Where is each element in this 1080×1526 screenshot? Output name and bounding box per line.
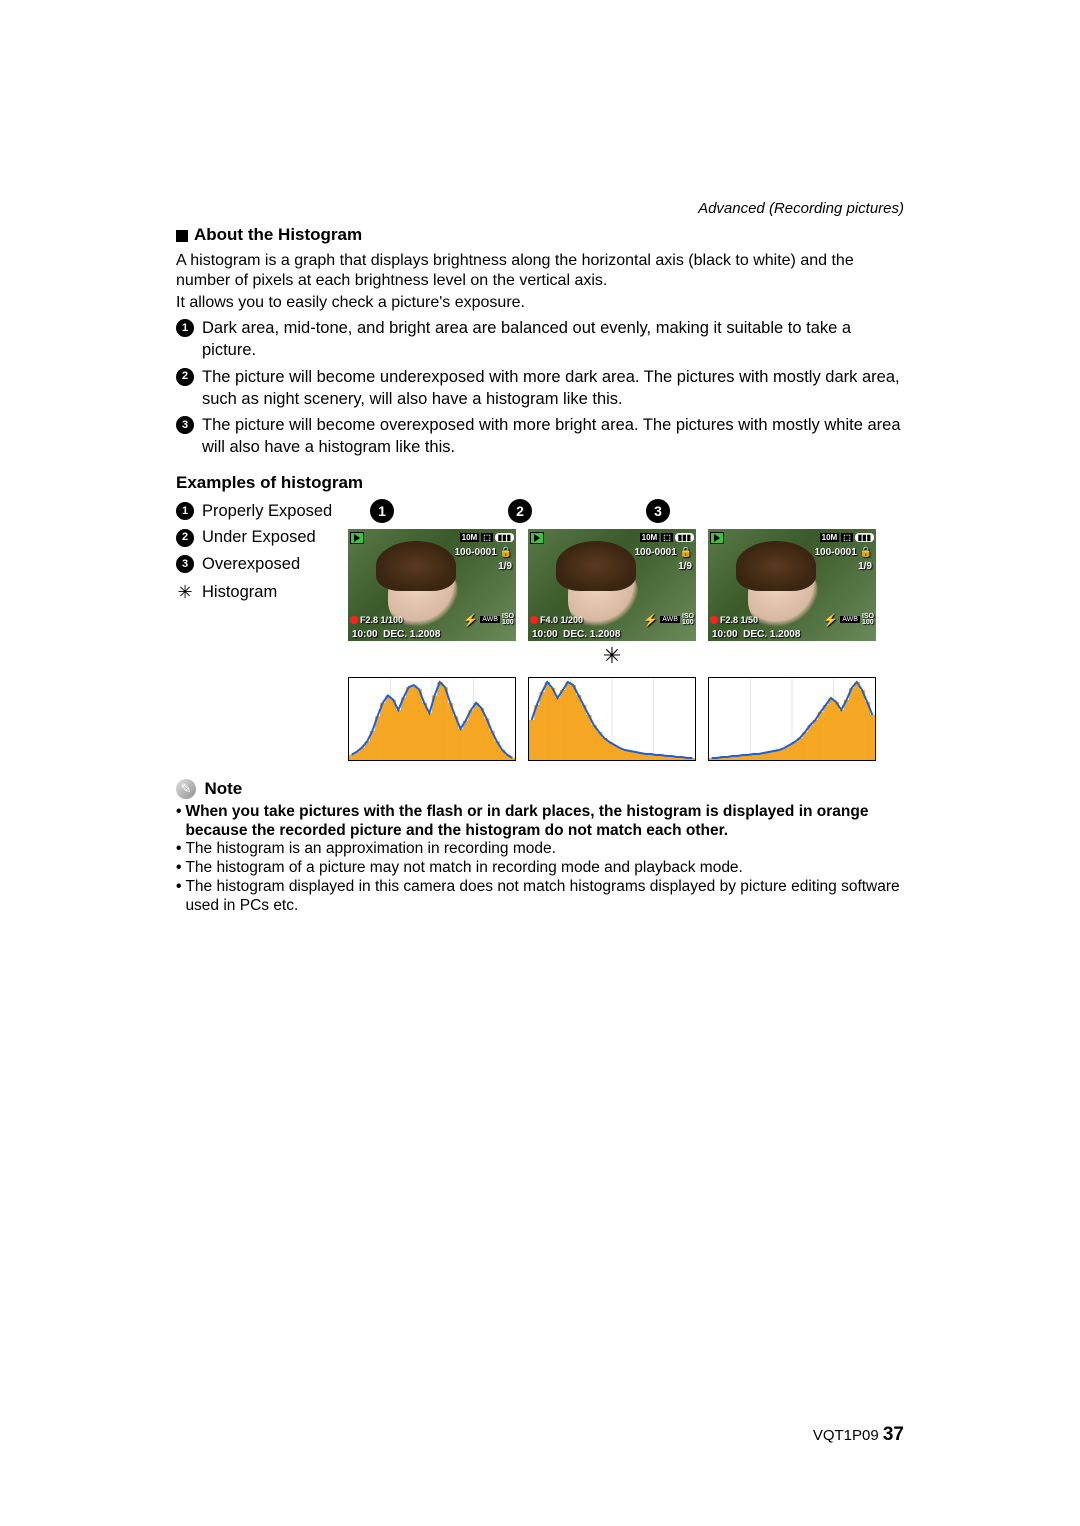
time-text: 10:00: [352, 629, 378, 640]
about-list: 1 Dark area, mid-tone, and bright area a…: [176, 317, 904, 459]
date-text: DEC. 1.2008: [563, 629, 620, 640]
file-number: 100-0001: [455, 547, 497, 558]
pencil-icon: ✎: [176, 779, 196, 799]
about-item-3-text: The picture will become overexposed with…: [202, 414, 904, 459]
about-item-1-text: Dark area, mid-tone, and bright area are…: [202, 317, 904, 362]
legend-star-text: Histogram: [202, 580, 277, 605]
legend-1-text: Properly Exposed: [202, 499, 332, 524]
play-icon: [530, 532, 544, 544]
examples-heading: Examples of histogram: [176, 473, 904, 493]
note-title: Note: [204, 779, 242, 798]
file-number: 100-0001: [815, 547, 857, 558]
fig-label-1: 1: [370, 499, 394, 523]
camera-shot-1: 10M⬚▮▮▮ 100-0001 🔒 1/9 F2.8 1/100 ⚡AWBISO100…: [348, 529, 516, 641]
legend-3-text: Overexposed: [202, 552, 300, 577]
format-badge: ⬚: [481, 533, 493, 542]
rec-dot-icon: [350, 616, 358, 624]
time-text: 10:00: [532, 629, 558, 640]
awb-badge: AWB: [840, 616, 860, 623]
battery-icon: ▮▮▮: [495, 533, 514, 542]
circle-2-icon: 2: [176, 529, 194, 547]
about-title: About the Histogram: [194, 225, 362, 244]
awb-badge: AWB: [660, 616, 680, 623]
circle-1-icon: 1: [176, 502, 194, 520]
flash-icon: ⚡: [823, 613, 838, 627]
iso-badge: ISO100: [862, 614, 874, 625]
file-number: 100-0001: [635, 547, 677, 558]
legend-2-text: Under Exposed: [202, 525, 316, 550]
note-block: ✎ Note When you take pictures with the f…: [176, 779, 904, 916]
lock-icon: 🔒: [500, 547, 512, 558]
frame-count: 1/9: [498, 561, 512, 572]
footer-code: VQT1P09: [813, 1427, 879, 1444]
battery-icon: ▮▮▮: [675, 533, 694, 542]
about-item-3: 3 The picture will become overexposed wi…: [176, 414, 904, 459]
legend-item-star: ✳ Histogram: [176, 579, 336, 606]
circle-2-icon: 2: [176, 368, 194, 386]
size-badge: 10M: [460, 533, 480, 542]
section-header: Advanced (Recording pictures): [176, 200, 904, 217]
frame-count: 1/9: [858, 561, 872, 572]
about-item-1: 1 Dark area, mid-tone, and bright area a…: [176, 317, 904, 362]
lock-icon: 🔒: [680, 547, 692, 558]
exposure-info: F2.8 1/50: [720, 615, 758, 625]
legend-item-1: 1 Properly Exposed: [176, 499, 336, 524]
flash-icon: ⚡: [463, 613, 478, 627]
time-text: 10:00: [712, 629, 738, 640]
format-badge: ⬚: [661, 533, 673, 542]
footer: VQT1P09 37: [813, 1424, 904, 1446]
date-text: DEC. 1.2008: [383, 629, 440, 640]
size-badge: 10M: [640, 533, 660, 542]
awb-badge: AWB: [480, 616, 500, 623]
note-item-3: The histogram displayed in this camera d…: [176, 878, 904, 916]
about-item-2-text: The picture will become underexposed wit…: [202, 366, 904, 411]
battery-icon: ▮▮▮: [855, 533, 874, 542]
about-p2: It allows you to easily check a picture'…: [176, 293, 904, 313]
circle-1-icon: 1: [176, 319, 194, 337]
rec-dot-icon: [530, 616, 538, 624]
about-p1: A histogram is a graph that displays bri…: [176, 251, 904, 291]
iso-badge: ISO100: [502, 614, 514, 625]
iso-badge: ISO100: [682, 614, 694, 625]
exposure-info: F2.8 1/100: [360, 615, 403, 625]
square-bullet-icon: [176, 230, 188, 242]
flash-icon: ⚡: [643, 613, 658, 627]
star-marker: ✳: [528, 643, 696, 669]
camera-shot-3: 10M⬚▮▮▮ 100-0001 🔒 1/9 F2.8 1/50 ⚡AWBISO100 1…: [708, 529, 876, 641]
histogram-under: [528, 677, 696, 761]
format-badge: ⬚: [841, 533, 853, 542]
play-icon: [710, 532, 724, 544]
fig-label-3: 3: [646, 499, 670, 523]
figures: 1 2 3 10M⬚▮▮▮100-0001 🔒1/9F2.8 1/100⚡AWB…: [348, 499, 904, 761]
fig-label-2: 2: [508, 499, 532, 523]
legend-item-3: 3 Overexposed: [176, 552, 336, 577]
camera-shot-2: 10M⬚▮▮▮ 100-0001 🔒 1/9 F4.0 1/200 ⚡AWBISO100…: [528, 529, 696, 641]
legend: 1 Properly Exposed 2 Under Exposed 3 Ove…: [176, 499, 336, 761]
histogram-over: [708, 677, 876, 761]
size-badge: 10M: [820, 533, 840, 542]
play-icon: [350, 532, 364, 544]
about-heading: About the Histogram: [176, 225, 904, 245]
note-bold: When you take pictures with the flash or…: [176, 803, 904, 841]
lock-icon: 🔒: [860, 547, 872, 558]
circle-3-icon: 3: [176, 416, 194, 434]
circle-3-icon: 3: [176, 555, 194, 573]
legend-item-2: 2 Under Exposed: [176, 525, 336, 550]
about-item-2: 2 The picture will become underexposed w…: [176, 366, 904, 411]
page-number: 37: [883, 1424, 904, 1445]
rec-dot-icon: [710, 616, 718, 624]
note-item-2: The histogram of a picture may not match…: [176, 859, 904, 878]
frame-count: 1/9: [678, 561, 692, 572]
exposure-info: F4.0 1/200: [540, 615, 583, 625]
star-icon: ✳: [176, 579, 194, 606]
note-item-1: The histogram is an approximation in rec…: [176, 840, 904, 859]
histogram-proper: [348, 677, 516, 761]
date-text: DEC. 1.2008: [743, 629, 800, 640]
